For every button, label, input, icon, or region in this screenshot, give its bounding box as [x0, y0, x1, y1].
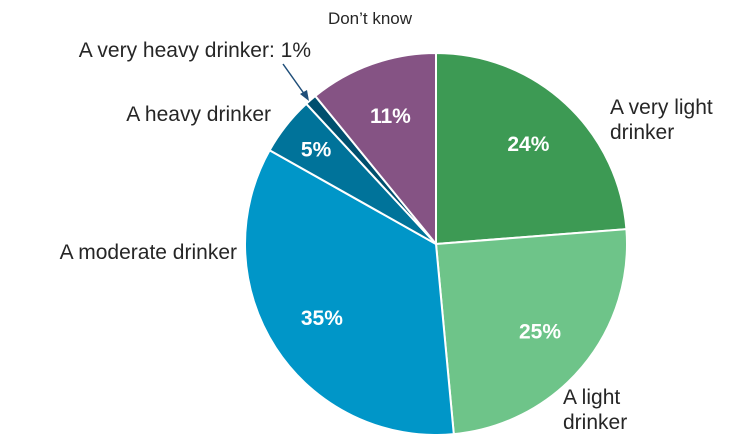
label-dont-know: Don’t know [328, 9, 413, 28]
slice-dont-know [313, 51, 437, 247]
percent-label-heavy: 5% [301, 138, 332, 161]
percent-label-very-light: 24% [507, 133, 549, 156]
percent-labels: 24% 25% 35% 5% 11% [301, 105, 561, 344]
slice-moderate [244, 148, 455, 434]
percent-label-moderate: 35% [301, 307, 343, 330]
percent-label-light: 25% [519, 321, 561, 344]
label-moderate: A moderate drinker [60, 241, 237, 264]
pie-slices [244, 51, 628, 434]
label-heavy: A heavy drinker [126, 103, 271, 126]
leader-arrow [282, 63, 309, 101]
label-very-light-line1: A very light [610, 96, 713, 119]
slice-light [434, 228, 628, 434]
label-very-heavy: A very heavy drinker: 1% [79, 39, 311, 62]
label-light-line2: drinker [563, 411, 627, 434]
percent-label-dont-know: 11% [370, 105, 411, 128]
label-light-line1: A light [563, 386, 620, 409]
slice-very-light [435, 51, 628, 246]
label-very-light-line2: drinker [610, 121, 674, 144]
